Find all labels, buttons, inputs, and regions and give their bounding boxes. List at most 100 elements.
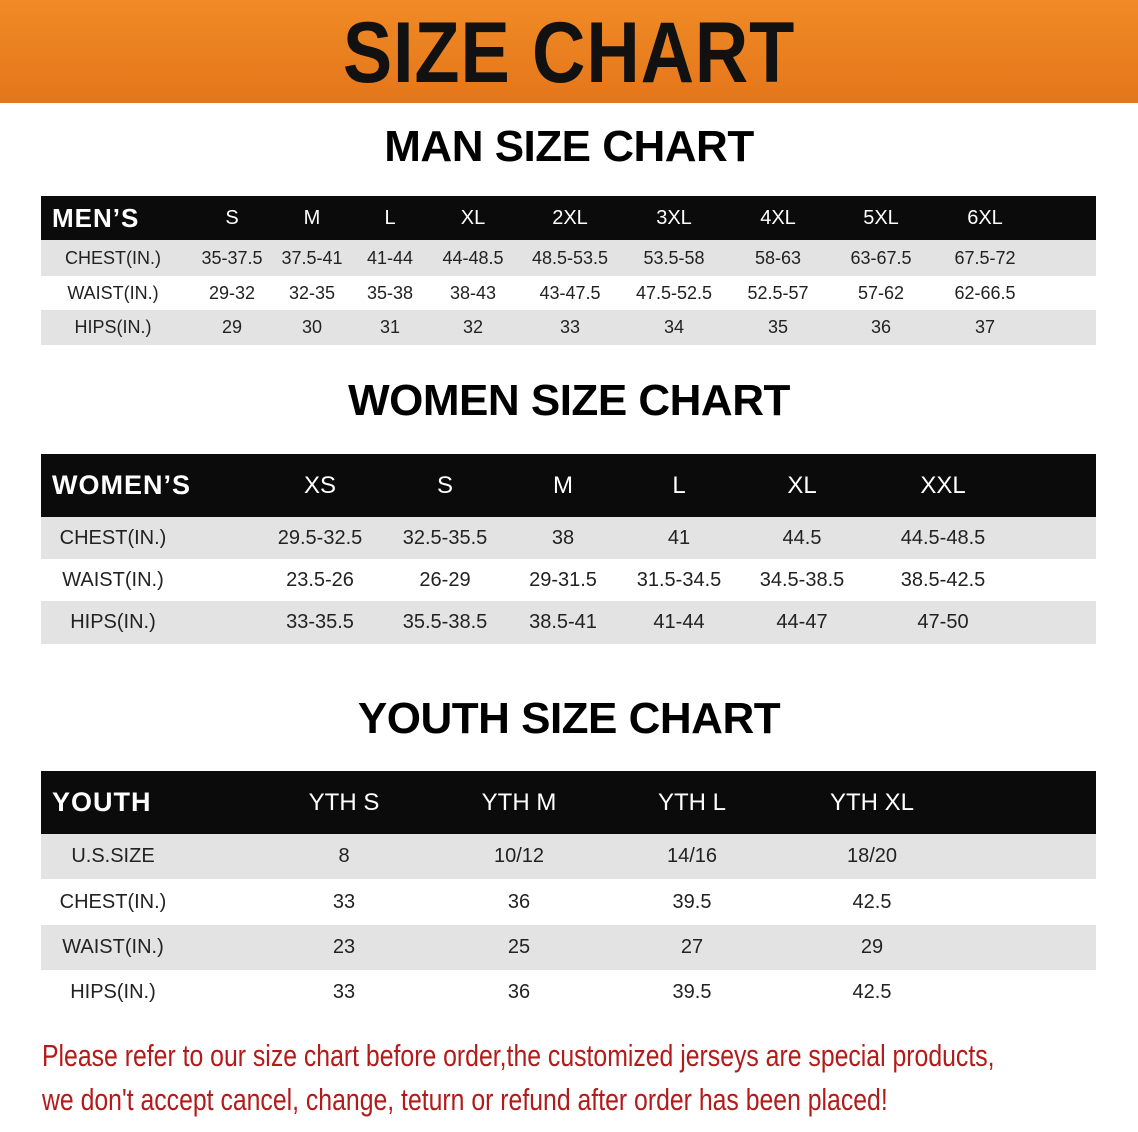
row-label: CHEST(IN.) <box>59 890 167 913</box>
table-row: WAIST(IN.) 23 25 27 29 <box>41 925 1096 970</box>
table-cell: 42.5 <box>852 981 892 1003</box>
table-cell: 31 <box>379 317 401 337</box>
table-cell: 32 <box>462 317 484 337</box>
table-cell: 18/20 <box>846 845 898 867</box>
table-cell: 57-62 <box>857 282 905 303</box>
table-cell: 29.5-32.5 <box>277 526 363 549</box>
men-section-title: MAN SIZE CHART <box>384 122 754 171</box>
table-cell: 23 <box>332 936 356 958</box>
table-cell: 63-67.5 <box>850 247 912 268</box>
table-header-row: MEN’S S M L XL 2XL 3XL 4XL 5XL 6XL <box>41 196 1096 240</box>
table-cell: 41-44 <box>653 611 705 633</box>
table-cell: 44-48.5 <box>442 247 504 268</box>
table-cell: 53.5-58 <box>643 247 705 268</box>
table-cell: 33 <box>559 317 581 337</box>
table-cell: 27 <box>680 936 704 958</box>
table-cell: 26-29 <box>419 568 471 591</box>
table-cell: 32.5-35.5 <box>402 526 488 549</box>
table-cell: 37 <box>974 317 996 337</box>
size-column-header: XL <box>460 206 486 229</box>
table-cell: 38 <box>551 526 575 549</box>
row-label: HIPS(IN.) <box>70 611 156 633</box>
table-row: CHEST(IN.) 29.5-32.5 32.5-35.5 38 41 44.5 44.5… <box>41 517 1096 559</box>
size-column-header: M <box>303 206 321 229</box>
row-label: U.S.SIZE <box>71 845 155 867</box>
size-column-header: S <box>436 471 454 499</box>
table-cell: 34 <box>663 317 685 337</box>
row-label: CHEST(IN.) <box>59 526 167 549</box>
table-cell: 47-50 <box>917 611 969 633</box>
table-cell: 35-38 <box>366 282 414 303</box>
row-label: WAIST(IN.) <box>62 936 164 958</box>
table-cell: 41-44 <box>366 247 414 268</box>
table-cell: 44-47 <box>776 611 828 633</box>
table-row: HIPS(IN.) 33-35.5 35.5-38.5 38.5-41 41-44 44-… <box>41 601 1096 644</box>
table-cell: 33 <box>332 890 356 913</box>
size-column-header: XL <box>787 471 817 499</box>
table-cell: 29 <box>221 317 243 337</box>
table-cell: 43-47.5 <box>539 282 601 303</box>
table-cell: 47.5-52.5 <box>635 282 713 303</box>
table-cell: 33 <box>332 981 356 1003</box>
table-row: HIPS(IN.) 33 36 39.5 42.5 <box>41 970 1096 1015</box>
size-column-header: XXL <box>920 471 966 499</box>
table-cell: 48.5-53.5 <box>531 247 609 268</box>
table-cell: 31.5-34.5 <box>636 568 722 591</box>
table-cell: 29 <box>860 936 884 958</box>
size-column-header: M <box>553 471 573 499</box>
row-label: CHEST(IN.) <box>65 247 161 268</box>
table-cell: 35.5-38.5 <box>402 611 488 633</box>
table-cell: 37.5-41 <box>281 247 343 268</box>
size-column-header: S <box>225 206 239 229</box>
size-column-header: 6XL <box>967 206 1003 229</box>
size-column-header: 2XL <box>552 206 588 229</box>
women-section-title: WOMEN SIZE CHART <box>348 376 790 425</box>
table-row: U.S.SIZE 8 10/12 14/16 18/20 <box>41 834 1096 879</box>
table-row: CHEST(IN.) 33 36 39.5 42.5 <box>41 879 1096 925</box>
size-column-header: 4XL <box>760 206 796 229</box>
size-column-header: L <box>384 206 396 229</box>
table-cell: 36 <box>507 890 531 913</box>
row-label: HIPS(IN.) <box>74 317 152 337</box>
table-row: WAIST(IN.) 29-32 32-35 35-38 38-43 43-47.5 47.… <box>41 276 1096 310</box>
table-header-label: YOUTH <box>52 787 152 817</box>
size-column-header: 5XL <box>863 206 899 229</box>
table-cell: 67.5-72 <box>954 247 1016 268</box>
table-cell: 44.5 <box>782 526 822 549</box>
size-column-header: YTH S <box>308 788 380 816</box>
table-cell: 38-43 <box>449 282 497 303</box>
table-cell: 39.5 <box>672 890 712 913</box>
footer-notice-line-2: we don't accept cancel, change, teturn o… <box>42 1082 888 1117</box>
size-column-header: YTH XL <box>829 788 915 816</box>
table-cell: 36 <box>507 981 531 1003</box>
table-header-label: WOMEN’S <box>52 470 191 500</box>
row-label: WAIST(IN.) <box>62 568 164 591</box>
table-cell: 23.5-26 <box>286 568 354 591</box>
table-cell: 58-63 <box>754 247 802 268</box>
table-cell: 44.5-48.5 <box>900 526 986 549</box>
size-column-header: YTH L <box>657 788 727 816</box>
table-cell: 10/12 <box>493 845 545 867</box>
table-cell: 36 <box>870 317 892 337</box>
table-header-row: WOMEN’S XS S M L XL XXL <box>41 454 1096 517</box>
table-header-label: MEN’S <box>52 202 140 233</box>
table-cell: 38.5-42.5 <box>900 568 986 591</box>
row-label: WAIST(IN.) <box>67 282 159 303</box>
table-header-row: YOUTH YTH S YTH M YTH L YTH XL <box>41 771 1096 834</box>
table-row: HIPS(IN.) 29 30 31 32 33 34 35 36 37 <box>41 310 1096 345</box>
size-column-header: 3XL <box>656 206 692 229</box>
table-cell: 29-32 <box>208 282 256 303</box>
table-cell: 33-35.5 <box>286 611 354 633</box>
table-cell: 29-31.5 <box>529 568 597 591</box>
table-cell: 38.5-41 <box>529 611 597 633</box>
table-cell: 41 <box>667 526 691 549</box>
table-cell: 52.5-57 <box>747 282 809 303</box>
table-cell: 42.5 <box>852 890 892 913</box>
youth-section-title: YOUTH SIZE CHART <box>357 694 781 743</box>
header-banner: SIZE CHART <box>0 0 1138 103</box>
table-cell: 35 <box>767 317 789 337</box>
size-column-header: L <box>672 471 686 499</box>
table-cell: 39.5 <box>672 981 712 1003</box>
table-row: WAIST(IN.) 23.5-26 26-29 29-31.5 31.5-34.5 34… <box>41 559 1096 601</box>
row-label: HIPS(IN.) <box>70 981 156 1003</box>
